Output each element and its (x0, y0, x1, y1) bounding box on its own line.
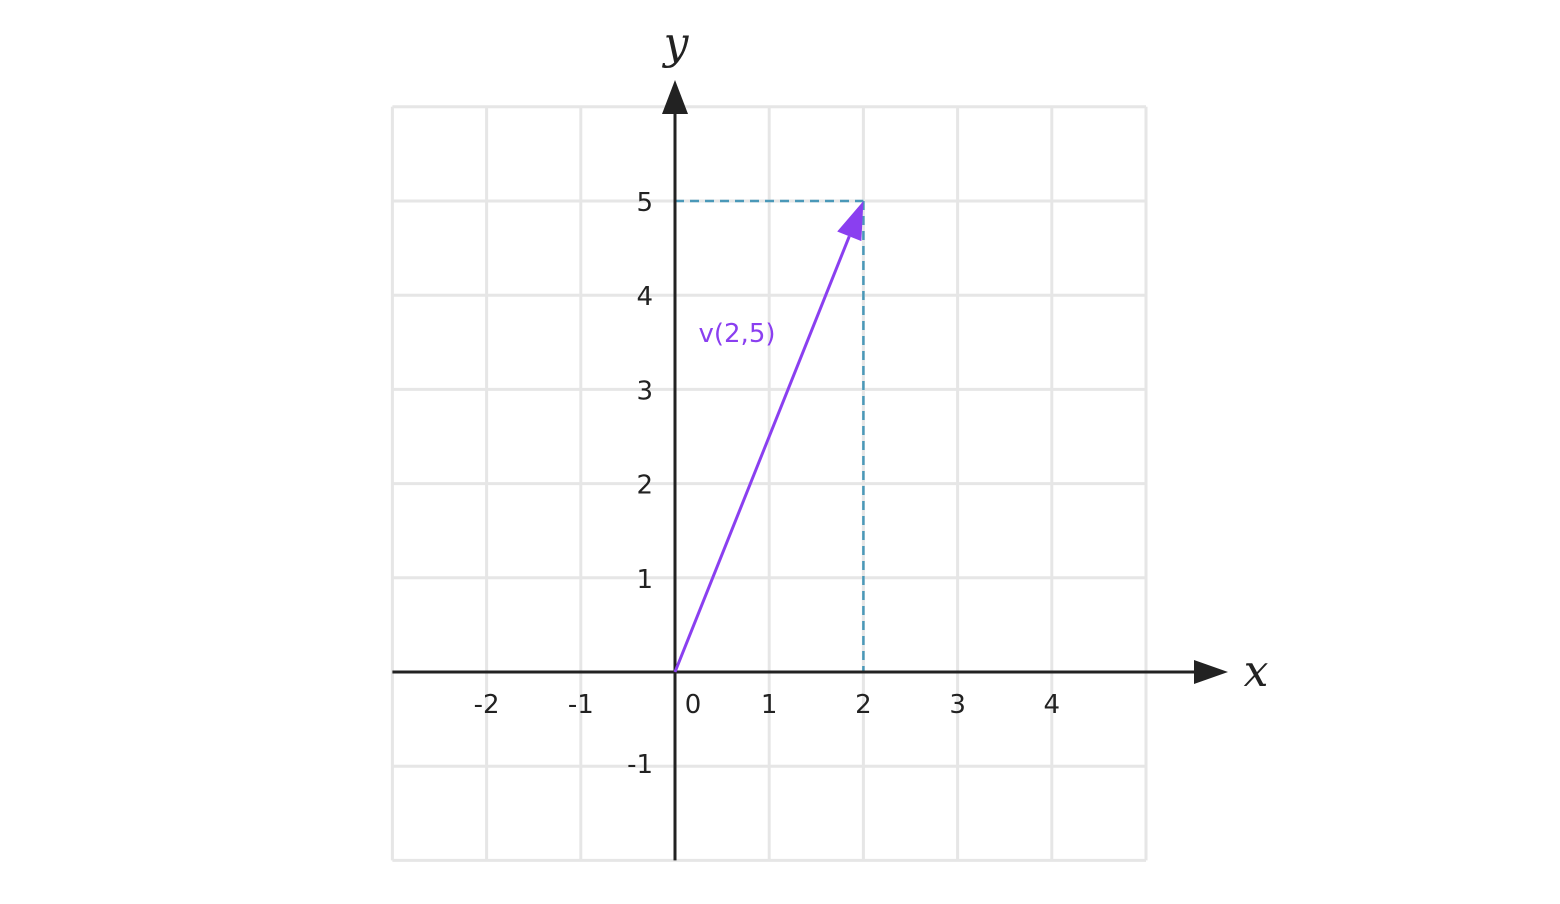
vector (673, 201, 864, 673)
y-tick-label: 2 (636, 471, 653, 501)
vector-arrowhead-icon (837, 201, 864, 242)
x-tick-label: 0 (685, 690, 702, 720)
x-tick-label: 1 (761, 690, 778, 720)
x-axis-arrow-icon (1194, 660, 1228, 684)
x-tick-label: 3 (949, 690, 966, 720)
y-tick-label: 3 (636, 376, 653, 406)
vector-line (673, 235, 851, 673)
x-axis-label: x (1244, 646, 1269, 697)
y-axis-label: y (662, 18, 690, 69)
projection-lines (675, 199, 865, 672)
y-axis-arrow-icon (662, 80, 688, 114)
y-tick-label: -1 (627, 750, 653, 780)
x-tick-label: -1 (568, 690, 594, 720)
x-tick-label: 2 (855, 690, 872, 720)
vector-label: v(2,5) (698, 319, 775, 349)
y-tick-label: 1 (636, 565, 653, 595)
x-tick-label: -2 (474, 690, 500, 720)
x-tick-label: 4 (1044, 690, 1061, 720)
y-tick-label: 5 (636, 188, 653, 218)
tick-labels: -2 -1 0 1 2 3 4 -1 1 2 3 4 5 (474, 188, 1060, 780)
grid (390, 105, 1148, 862)
y-tick-label: 4 (636, 282, 653, 312)
axes (392, 80, 1228, 861)
